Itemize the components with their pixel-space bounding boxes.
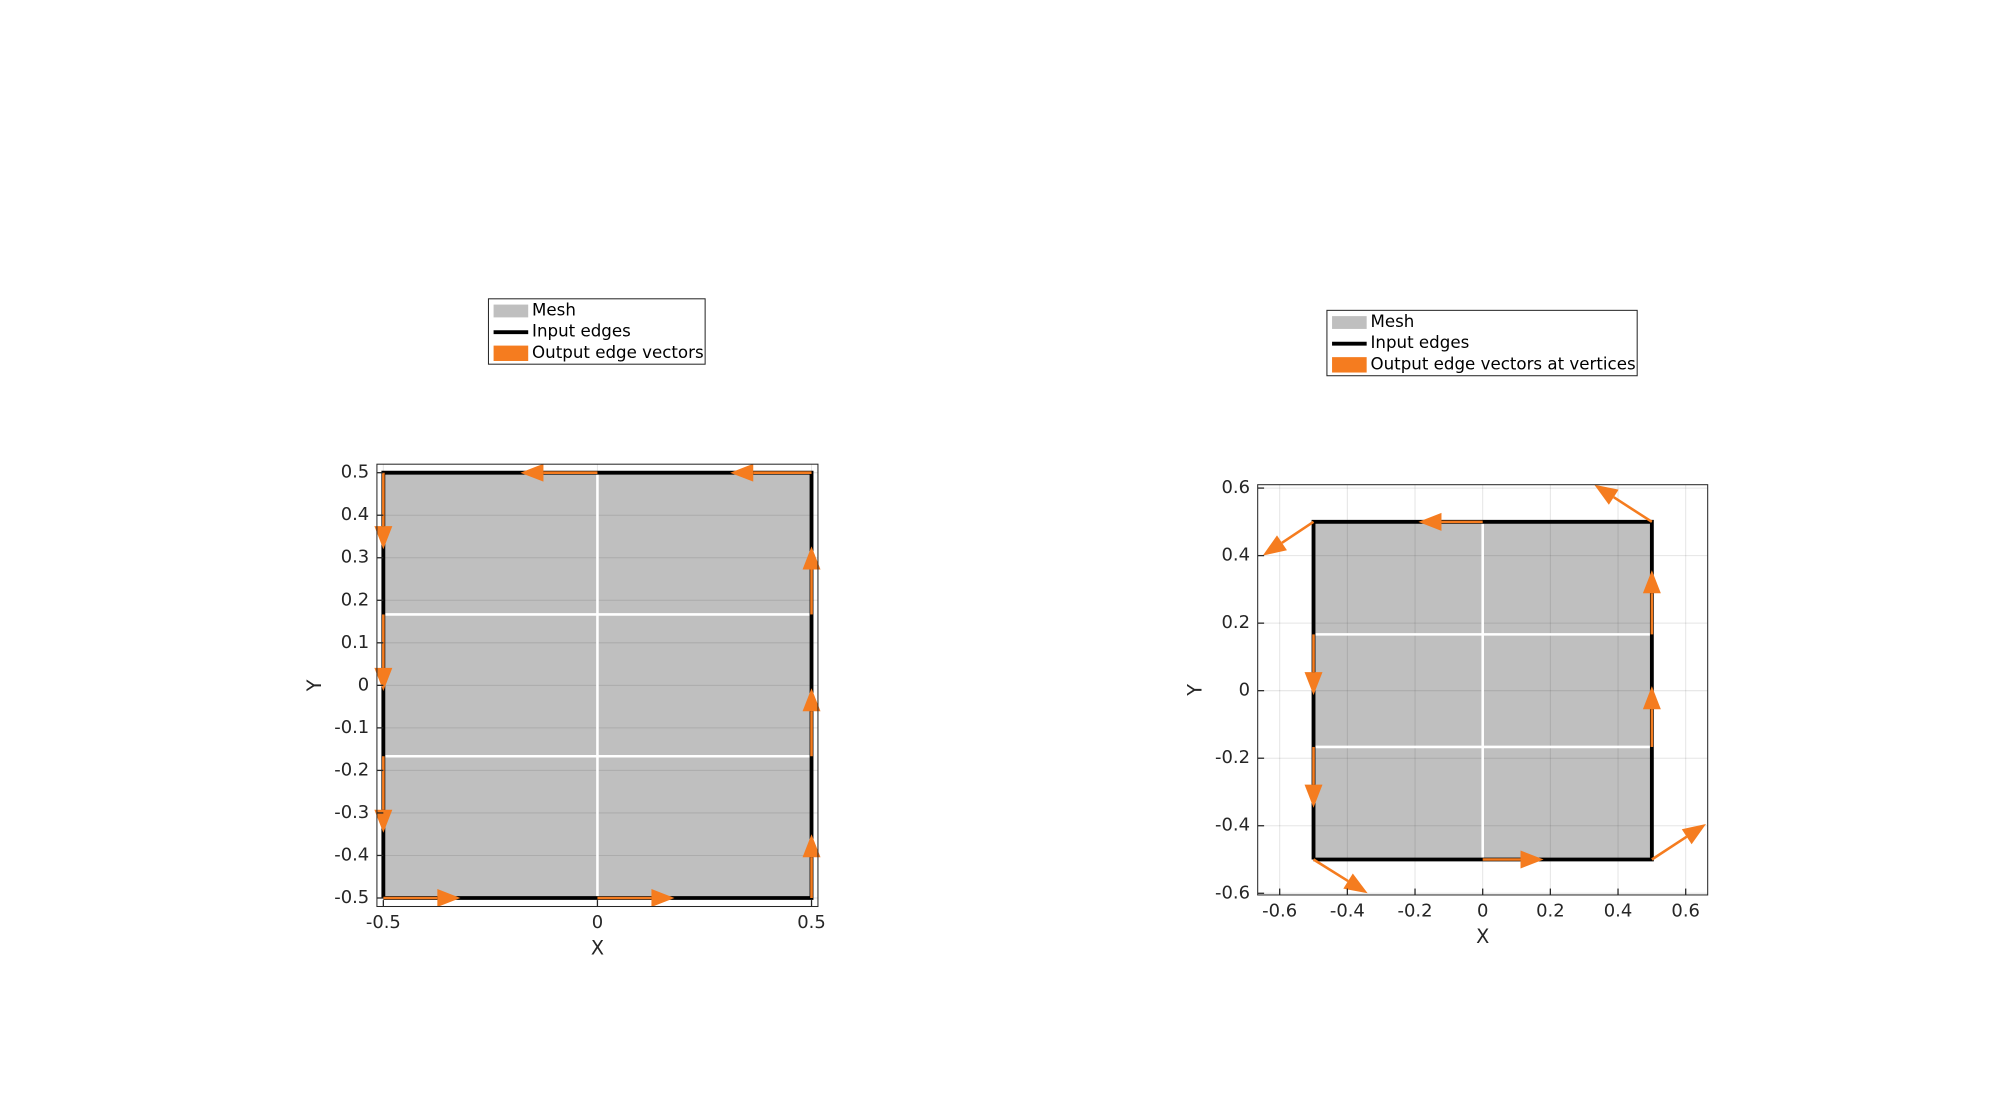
x-tick-label: 0.4	[1604, 901, 1633, 922]
vector-head	[520, 463, 544, 482]
y-tick-label: -0.5	[334, 887, 369, 908]
vector-head	[1642, 570, 1661, 594]
edge-vector	[1651, 824, 1707, 861]
axes: -0.5 0 0.5 -0.5 -0.4 -0.3 -0.2 -0.1 0 0.1 0.2 0.3 0.…	[303, 298, 826, 959]
x-tick-label: -0.5	[366, 912, 401, 933]
y-tick-label: -0.2	[1215, 747, 1250, 768]
y-tick-label: 0.3	[341, 547, 370, 568]
y-tick-label: -0.3	[334, 802, 369, 823]
y-tick-label: 0.2	[341, 589, 370, 610]
x-tick-label: -0.4	[1330, 901, 1365, 922]
edge-vector	[1312, 858, 1368, 894]
vector-head	[1642, 686, 1661, 710]
y-axis-label: Y	[303, 679, 326, 692]
x-tick-label: 0	[1477, 901, 1488, 922]
legend-label: Mesh	[1371, 312, 1415, 331]
y-tick-label: 0.4	[341, 504, 370, 525]
vector-head	[802, 546, 821, 570]
legend-label: Input edges	[532, 322, 631, 341]
vector-head	[1343, 873, 1368, 894]
vector-head	[651, 889, 675, 907]
y-tick-label: 0.1	[341, 632, 370, 653]
x-tick-label: -0.2	[1398, 901, 1433, 922]
edge-vector	[1418, 512, 1483, 531]
axes: -0.6 -0.4 -0.2 0 0.2 0.4 0.6 -0.6 -0.4 -0.2 0 0.2 0.…	[1184, 309, 1709, 948]
vector-head	[1304, 784, 1323, 808]
legend: Mesh Input edges Output edge vectors at ve…	[1326, 309, 1638, 377]
x-tick-label: 0.6	[1671, 901, 1700, 922]
vector-head	[1262, 535, 1287, 556]
edge-vector	[802, 834, 821, 898]
y-tick-label: 0.4	[1221, 545, 1250, 566]
legend-label: Mesh	[532, 300, 576, 319]
y-tick-label: -0.2	[334, 759, 369, 780]
vector-shaft	[1281, 520, 1315, 544]
vector-head	[730, 463, 754, 482]
edge-vector	[374, 472, 393, 550]
edge-vector	[383, 889, 461, 907]
vector-head	[374, 809, 393, 833]
edge-vector	[374, 756, 393, 833]
y-tick-label: -0.4	[334, 844, 369, 865]
y-tick-label: 0	[1239, 680, 1250, 701]
edge-vector	[1642, 570, 1661, 635]
legend-swatch	[1332, 316, 1367, 329]
y-axis-label: Y	[1184, 684, 1207, 697]
legend-label: Output edge vectors at vertices	[1371, 354, 1636, 373]
x-tick-label: 0.2	[1536, 901, 1565, 922]
legend: Mesh Input edges Output edge vectors	[487, 298, 706, 365]
edge-vector	[802, 546, 821, 615]
y-tick-label: -0.6	[1215, 882, 1250, 903]
vector-head	[1520, 850, 1544, 869]
y-tick-label: 0.6	[1221, 477, 1250, 498]
vector-head	[1681, 824, 1707, 845]
x-tick-label: -0.6	[1262, 901, 1297, 922]
vector-shaft	[1312, 858, 1349, 883]
vector-head	[802, 688, 821, 712]
vector-head	[802, 834, 821, 858]
vector-shaft	[1613, 496, 1653, 523]
vector-head	[1594, 484, 1619, 505]
y-tick-label: -0.1	[334, 717, 369, 738]
edge-vector	[1482, 850, 1544, 869]
x-axis-label: X	[1476, 925, 1489, 948]
edge-vector	[1262, 520, 1315, 556]
legend-swatch	[493, 345, 529, 361]
y-tick-label: 0.5	[341, 462, 370, 483]
edge-vector	[730, 463, 812, 482]
edge-vector	[1304, 746, 1323, 808]
y-tick-label: -0.4	[1215, 815, 1250, 836]
edge-vector	[597, 889, 675, 907]
x-axis-label: X	[591, 936, 604, 959]
vector-head	[1418, 512, 1442, 531]
y-tick-label: 0	[358, 674, 369, 695]
legend-swatch	[1332, 357, 1367, 373]
x-tick-label: 0	[592, 912, 603, 933]
vector-head	[374, 667, 393, 692]
vector-head	[1304, 672, 1323, 696]
y-tick-label: 0.2	[1221, 612, 1250, 633]
vector-head	[374, 526, 393, 550]
x-tick-label: 0.5	[797, 912, 826, 933]
edge-vector	[1594, 484, 1653, 523]
legend-label: Input edges	[1371, 333, 1470, 352]
edge-vector	[802, 688, 821, 757]
legend-box	[1326, 309, 1638, 377]
vector-shaft	[1651, 835, 1688, 861]
legend-swatch	[493, 304, 529, 318]
vector-head	[437, 889, 461, 907]
edge-vector	[1642, 686, 1661, 747]
edge-vector	[374, 614, 393, 692]
edge-vector	[1304, 634, 1323, 696]
edge-vector	[520, 463, 598, 482]
legend-label: Output edge vectors	[532, 343, 704, 362]
